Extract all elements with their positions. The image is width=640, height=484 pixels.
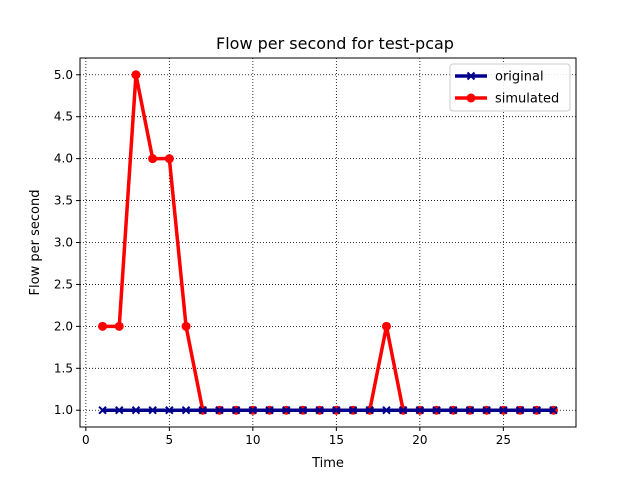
data-point-original bbox=[265, 406, 274, 415]
data-point-original bbox=[165, 406, 174, 415]
series-original bbox=[98, 406, 558, 415]
data-point-original bbox=[382, 406, 391, 415]
data-point-original bbox=[365, 406, 374, 415]
data-point-original bbox=[332, 406, 341, 415]
data-point-simulated bbox=[181, 321, 191, 331]
data-point-original bbox=[449, 406, 458, 415]
series-layer bbox=[98, 70, 558, 415]
data-point-original bbox=[148, 406, 157, 415]
data-point-original bbox=[215, 406, 224, 415]
data-point-original bbox=[398, 406, 408, 415]
x-axis-label: Time bbox=[311, 456, 344, 471]
y-axis-label: Flow per second bbox=[28, 190, 43, 296]
data-point-original bbox=[482, 406, 491, 415]
data-point-original bbox=[315, 406, 324, 415]
data-point-original bbox=[348, 406, 358, 415]
legend: original simulated bbox=[449, 63, 571, 112]
data-point-original bbox=[181, 406, 191, 415]
x-tick-label: 0 bbox=[82, 433, 90, 447]
data-point-original bbox=[231, 406, 241, 415]
data-point-original bbox=[465, 406, 475, 415]
plot-area-frame bbox=[79, 57, 577, 428]
grid-lines bbox=[80, 58, 576, 427]
data-point-simulated bbox=[131, 70, 141, 80]
data-point-simulated bbox=[148, 154, 158, 164]
y-tick-label: 3.0 bbox=[54, 236, 73, 250]
data-point-original bbox=[432, 406, 441, 415]
data-point-simulated bbox=[98, 321, 108, 331]
x-tick-label: 15 bbox=[329, 433, 344, 447]
data-point-original bbox=[415, 406, 425, 415]
axis-ticks: 0 5 10 15 20 25 1.0 1.5 2.0 2.5 3.0 3.5 4.0 4.5 5.0 bbox=[54, 68, 511, 447]
legend-label-simulated: simulated bbox=[495, 92, 559, 107]
x-tick-label: 20 bbox=[412, 433, 427, 447]
x-tick-label: 25 bbox=[496, 433, 511, 447]
y-tick-label: 5.0 bbox=[54, 68, 73, 82]
data-point-original bbox=[282, 406, 291, 415]
chart-title: Flow per second for test-pcap bbox=[216, 34, 454, 53]
y-tick-label: 3.5 bbox=[54, 194, 73, 208]
data-point-simulated bbox=[381, 321, 391, 331]
legend-label-original: original bbox=[495, 70, 544, 85]
x-tick-label: 5 bbox=[166, 433, 174, 447]
data-point-original bbox=[549, 406, 558, 415]
y-tick-label: 4.5 bbox=[54, 110, 73, 124]
data-point-original bbox=[515, 406, 525, 415]
legend-marker-original bbox=[466, 71, 476, 81]
y-tick-label: 2.5 bbox=[54, 277, 73, 291]
data-point-original bbox=[115, 406, 124, 415]
y-tick-label: 1.0 bbox=[54, 403, 73, 417]
y-tick-label: 2.0 bbox=[54, 319, 73, 333]
data-point-original bbox=[532, 406, 541, 415]
y-tick-label: 4.0 bbox=[54, 152, 73, 166]
data-point-original bbox=[499, 406, 508, 415]
data-point-original bbox=[248, 406, 258, 415]
data-point-original bbox=[298, 406, 308, 415]
data-point-simulated bbox=[114, 321, 124, 331]
x-tick-label: 10 bbox=[245, 433, 260, 447]
y-tick-label: 1.5 bbox=[54, 361, 73, 375]
legend-marker-simulated bbox=[466, 93, 476, 103]
data-point-original bbox=[131, 406, 141, 415]
data-point-original bbox=[198, 406, 207, 415]
data-point-original bbox=[98, 406, 107, 415]
data-point-simulated bbox=[164, 154, 174, 164]
